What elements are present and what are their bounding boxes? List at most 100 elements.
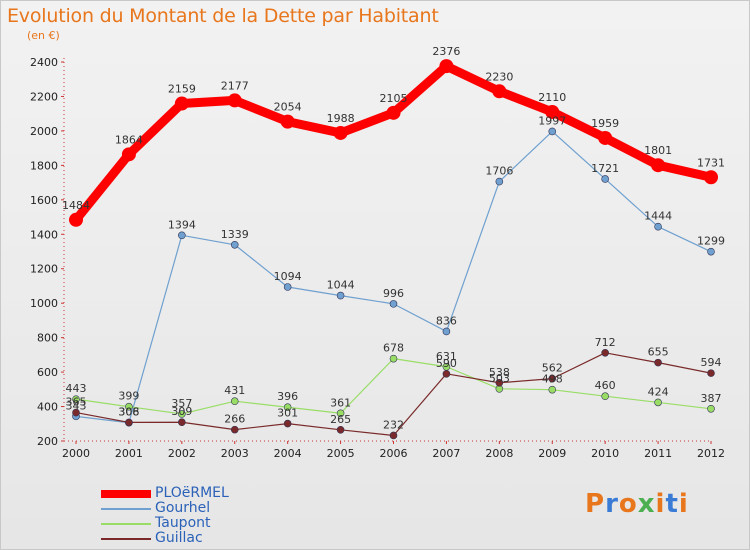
x-tick-label: 2008 — [485, 447, 513, 460]
legend-label: Gourhel — [155, 500, 211, 516]
chart-subtitle: (en €) — [27, 29, 60, 42]
data-label: 1339 — [221, 228, 249, 241]
logo-letter: r — [605, 489, 619, 519]
data-point — [386, 105, 401, 120]
data-point — [389, 431, 398, 440]
y-tick-label: 1200 — [30, 263, 58, 276]
data-point — [651, 158, 666, 173]
data-label: 343 — [66, 399, 87, 412]
data-label: 232 — [383, 418, 404, 431]
series-lines — [69, 59, 718, 440]
x-tick-label: 2005 — [327, 447, 355, 460]
data-label: 443 — [66, 382, 87, 395]
data-point — [336, 426, 345, 434]
x-tick-label: 2001 — [115, 447, 143, 460]
data-point — [598, 130, 613, 145]
data-label: 1299 — [697, 235, 725, 248]
data-point — [707, 247, 715, 256]
logo-letter: o — [618, 489, 638, 519]
data-label: 2230 — [485, 70, 513, 83]
x-tick-label: 2000 — [62, 447, 90, 460]
y-tick-label: 2400 — [30, 56, 58, 69]
data-point — [69, 212, 83, 227]
data-point — [601, 175, 609, 183]
y-tick-label: 2200 — [30, 90, 58, 103]
logo-letter: t — [665, 489, 679, 519]
data-label: 655 — [648, 346, 669, 359]
data-point — [707, 369, 715, 377]
data-point — [654, 222, 662, 231]
data-point — [178, 410, 186, 418]
y-tick-label: 1600 — [30, 194, 58, 207]
proxiti-logo: Proxiti — [585, 489, 689, 519]
data-label: 631 — [436, 350, 457, 363]
data-point — [548, 385, 557, 394]
data-label: 594 — [701, 356, 722, 369]
data-point — [707, 404, 715, 413]
data-point — [545, 104, 560, 119]
data-label: 1721 — [591, 162, 619, 175]
data-point — [121, 147, 136, 162]
data-label: 1706 — [485, 165, 513, 178]
logo-letter: i — [678, 489, 689, 519]
data-label: 431 — [224, 384, 245, 397]
legend-label: PLOëRMEL — [155, 485, 229, 501]
logo-letter: i — [655, 489, 666, 519]
legend-swatch — [101, 523, 151, 525]
x-tick-label: 2011 — [644, 447, 672, 460]
y-tick-label: 1800 — [30, 159, 58, 172]
x-tick-label: 2010 — [591, 447, 619, 460]
data-label: 1394 — [168, 218, 196, 231]
data-label: 460 — [595, 379, 616, 392]
data-point — [230, 425, 239, 434]
data-label: 266 — [224, 413, 245, 426]
y-tick-label: 800 — [37, 332, 58, 345]
data-label: 538 — [489, 366, 510, 379]
data-point — [548, 127, 557, 136]
chart-title: Evolution du Montant de la Dette par Hab… — [7, 5, 439, 27]
data-point — [439, 59, 454, 74]
data-point — [442, 370, 451, 378]
data-point — [495, 177, 504, 186]
data-point — [283, 419, 292, 428]
series-line-gourhel — [75, 130, 712, 424]
legend-swatch — [101, 508, 151, 510]
data-label: 996 — [383, 287, 404, 300]
data-label: 357 — [171, 397, 192, 410]
data-point — [230, 397, 239, 406]
y-tick-label: 2000 — [30, 125, 58, 138]
y-tick-label: 200 — [37, 435, 58, 448]
data-point — [174, 96, 189, 111]
data-point — [389, 300, 398, 308]
data-point — [178, 418, 186, 427]
data-point — [336, 291, 345, 300]
data-label: 712 — [595, 336, 616, 349]
value-labels: 1484 1864 2159 2177 2054 1988 2105 2376 2230 2110… — [62, 45, 725, 431]
data-label: 2376 — [432, 45, 460, 58]
legend-swatch — [101, 538, 151, 540]
data-label: 1484 — [62, 199, 90, 212]
legend-swatch — [101, 490, 151, 498]
data-label: 1988 — [327, 112, 355, 125]
data-label: 2105 — [380, 92, 408, 105]
data-label: 1801 — [644, 144, 672, 157]
data-label: 301 — [277, 407, 298, 420]
data-label: 2177 — [221, 79, 249, 92]
data-label: 309 — [171, 405, 192, 418]
x-tick-label: 2006 — [380, 447, 408, 460]
data-label: 678 — [383, 342, 404, 355]
data-label: 1094 — [274, 270, 302, 283]
y-tick-label: 600 — [37, 366, 58, 379]
data-point — [230, 240, 239, 249]
data-point — [336, 409, 345, 418]
data-label: 399 — [118, 390, 139, 403]
data-label: 503 — [489, 372, 510, 385]
data-point — [389, 354, 398, 363]
logo-letter: x — [637, 489, 656, 519]
x-tick-label: 2004 — [274, 447, 302, 460]
x-tick-label: 2003 — [221, 447, 249, 460]
data-point — [442, 327, 451, 336]
data-label: 836 — [436, 314, 457, 327]
x-tick-label: 2012 — [697, 447, 725, 460]
data-label: 498 — [542, 373, 563, 386]
